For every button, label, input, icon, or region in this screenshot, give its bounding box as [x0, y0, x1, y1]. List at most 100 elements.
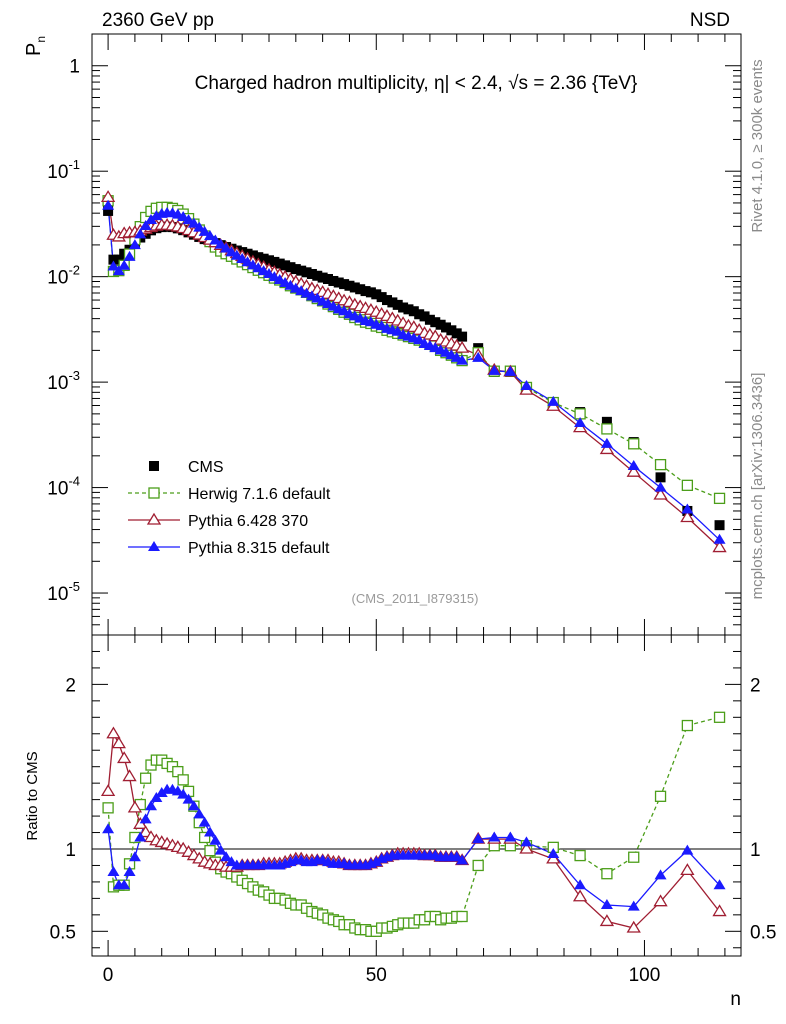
pythia-8-315-default-point — [370, 856, 383, 867]
pythia-8-315-default-point — [456, 854, 469, 865]
cms-point — [387, 297, 398, 308]
pythia-8-315-default-point — [654, 869, 667, 880]
herwig-7-1-6-default-point — [102, 802, 114, 814]
side-label-mcplots: mcplots.cern.ch [arXiv:1306.3436] — [749, 373, 766, 600]
herwig-7-1-6-default-point — [713, 492, 726, 505]
pythia-6-428-370-point — [599, 442, 615, 455]
herwig-7-1-6-default-point — [628, 851, 640, 863]
cms-point — [301, 267, 312, 278]
herwig-7-1-6-default-point — [601, 423, 613, 435]
pythia-8-315-default-point — [145, 800, 157, 811]
pythia-8-315-default-point — [627, 460, 640, 471]
ratio-y-tick-label: 0.5 — [50, 922, 76, 943]
cms-point — [398, 302, 409, 313]
herwig-7-1-6-default-point — [574, 849, 586, 862]
ratio-plot-frame — [91, 634, 742, 957]
pythia-8-315-default-point — [139, 813, 152, 824]
cms-point — [285, 262, 296, 273]
pythia-6-428-370-point — [572, 889, 588, 902]
pythia-8-315-default-point — [118, 879, 131, 890]
pythia-6-428-370-line — [107, 731, 721, 929]
cms-point — [113, 254, 124, 265]
chart-title: Charged hadron multiplicity, η| < 2.4, √… — [195, 73, 638, 94]
cms-point — [430, 317, 441, 328]
pythia-8-315-default-point — [713, 879, 726, 890]
pythia-8-315-default-point — [187, 217, 200, 228]
herwig-7-1-6-default-line — [107, 200, 720, 500]
pythia-6-428-370-point — [454, 340, 470, 353]
pythia-8-315-default-point — [134, 831, 147, 842]
pythia-6-428-370-point — [712, 904, 727, 917]
pythia-8-315-default-point — [123, 866, 136, 877]
y-tick-label: 10-4 — [47, 474, 80, 500]
pythia-8-315-default-point — [220, 242, 233, 253]
x-axis-label: n — [730, 989, 741, 1010]
ratio-panel: 0.5 0.5 1 1 2 2 0 50 100 — [50, 634, 776, 986]
pythia-6-428-370-point — [122, 769, 137, 782]
herwig-7-1-6-default-point — [628, 438, 640, 450]
cms-point — [371, 289, 382, 300]
ratio-y-tick-label: 2 — [65, 675, 76, 696]
cms-point — [290, 264, 301, 275]
herwig-7-1-6-default-point — [204, 844, 216, 857]
pythia-8-315-default-point — [193, 221, 206, 232]
cms-point — [435, 319, 446, 330]
legend-label: Herwig 7.1.6 default — [188, 486, 331, 503]
legend: CMS Herwig 7.1.6 default Pythia 6.428 370 P… — [128, 459, 331, 557]
herwig-7-1-6-default-point — [681, 719, 694, 732]
cms-point — [296, 265, 307, 276]
herwig-7-1-6-default-point — [601, 868, 613, 880]
cms-point — [414, 309, 425, 320]
pythia-6-428-370-point — [138, 825, 153, 838]
pythia-8-315-default-point — [182, 793, 195, 804]
pythia-8-315-default-point — [107, 866, 120, 877]
pythia-8-315-default-point — [220, 851, 233, 862]
pythia-8-315-default-point — [214, 238, 227, 249]
pythia-8-315-default-point — [102, 823, 115, 834]
pythia-8-315-default-point — [627, 900, 640, 911]
cms-point — [392, 299, 403, 310]
pythia-8-315-default-point — [204, 826, 216, 837]
pythia-8-315-default-point — [547, 395, 560, 406]
cms-point — [280, 260, 291, 271]
main-panel: 1 10-1 10-2 10-3 10-4 10-5 — [47, 33, 742, 636]
cms-point — [253, 252, 264, 263]
pythia-8-315-default-point — [504, 365, 517, 376]
cms-point — [349, 282, 360, 293]
main-y-ticks: 1 10-1 10-2 10-3 10-4 10-5 — [47, 33, 741, 636]
pythia-6-428-370-point — [519, 841, 534, 854]
pythia-8-315-default-point — [681, 503, 694, 514]
pythia-8-315-default-point — [139, 220, 152, 231]
y-tick-label: 10-3 — [47, 368, 80, 394]
pythia-8-315-default-point — [488, 831, 501, 842]
pythia-8-315-default-point — [520, 836, 533, 847]
ratio-y-tick-label: 2 — [750, 675, 761, 696]
pythia-6-428-370-point — [599, 914, 615, 927]
pythia-8-315-default-point — [600, 898, 613, 909]
cms-point — [339, 279, 350, 290]
pythia-8-315-default-point — [209, 234, 222, 245]
pythia-6-428-370-point — [111, 736, 126, 749]
pythia-8-315-default-point — [456, 354, 469, 365]
header-right: NSD — [690, 10, 730, 31]
cms-point — [264, 255, 274, 266]
y-axis-label: Pn — [23, 36, 48, 56]
x-tick-label: 50 — [366, 965, 387, 986]
chart-annotation: (CMS_2011_I879315) — [352, 591, 479, 606]
cms-point — [108, 254, 119, 265]
cms-point — [376, 292, 387, 303]
herwig-7-1-6-default-point — [177, 774, 189, 786]
cms-point — [103, 205, 114, 216]
pythia-8-315-default-point — [488, 364, 501, 375]
pythia-8-315-default-point — [107, 260, 120, 271]
pythia-6-428-370-point — [626, 920, 641, 933]
legend-marker-pythia-6-428-370 — [146, 512, 162, 525]
main-x-ticks — [107, 34, 726, 635]
pythia-6-428-370-point — [106, 726, 121, 739]
main-series-markers — [100, 190, 727, 553]
cms-point — [446, 325, 457, 336]
pythia-8-315-default-point — [204, 230, 216, 241]
pythia-8-315-default-point — [112, 265, 125, 276]
y-tick-label: 10-5 — [47, 579, 80, 605]
